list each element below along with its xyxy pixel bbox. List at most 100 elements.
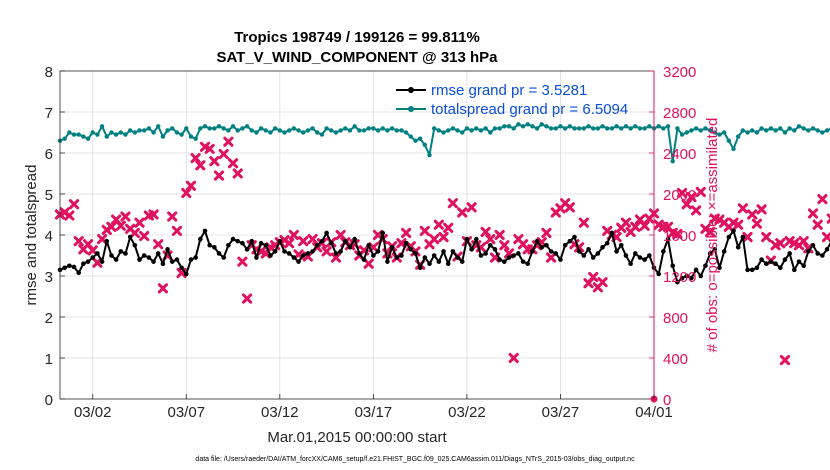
rmse-point	[445, 261, 451, 267]
totalspread-point	[90, 130, 95, 135]
totalspread-point	[385, 128, 390, 133]
rmse-point	[230, 236, 236, 242]
obs-assimilated-marker	[401, 227, 412, 239]
obs-assimilated-marker	[232, 168, 243, 179]
obs-assimilated-marker	[578, 217, 589, 228]
x-axis-label: Mar.01,2015 00:00:00 start	[267, 429, 447, 446]
rmse-point	[296, 259, 301, 264]
totalspread-point	[403, 130, 409, 135]
obs-assimilated-marker	[564, 202, 575, 213]
totalspread-point	[230, 124, 236, 129]
rmse-point	[361, 257, 367, 262]
rmse-point	[567, 238, 573, 244]
obs-assimilated-marker	[494, 229, 505, 241]
left-tick-label: 1	[45, 351, 53, 368]
totalspread-point	[619, 126, 624, 131]
rmse-point	[300, 253, 306, 258]
totalspread-point	[315, 130, 320, 135]
legend: rmse grand pr = 3.5281 totalspread grand …	[396, 82, 628, 118]
left-y-axis-label: rmse and totalspread	[23, 165, 40, 306]
rmse-point	[754, 265, 760, 271]
obs-assimilated-marker	[241, 293, 253, 304]
rmse-point	[665, 236, 671, 242]
totalspread-point	[553, 126, 558, 131]
obs-assimilated-marker	[821, 231, 830, 243]
totalspread-point	[675, 126, 680, 131]
rmse-point	[403, 240, 409, 246]
rmse-point	[95, 251, 100, 256]
rmse-point	[165, 247, 170, 252]
rmse-point	[749, 267, 755, 273]
right-y-axis-label: # of obs: o=possible; ×=assimilated	[704, 118, 721, 353]
obs-assimilated-marker	[639, 220, 650, 231]
data-file-footer: data file: /Users/raeder/DAI/ATM_forcXX/…	[195, 456, 635, 463]
totalspread-point	[212, 126, 217, 131]
totalspread-point	[268, 130, 273, 135]
totalspread-point	[492, 126, 498, 131]
totalspread-point	[483, 126, 488, 131]
rmse-point	[352, 236, 357, 242]
totalspread-point	[464, 126, 470, 131]
rmse-point	[62, 265, 67, 271]
rmse-point	[497, 257, 502, 262]
totalspread-point	[286, 128, 292, 133]
obs-assimilated-marker	[443, 222, 454, 233]
totalspread-point	[207, 126, 212, 131]
rmse-point	[675, 279, 680, 285]
totalspread-point	[427, 152, 432, 158]
obs-assimilated-marker	[747, 209, 758, 220]
rmse-point	[371, 253, 376, 258]
rmse-point	[637, 255, 643, 260]
totalspread-point	[67, 130, 72, 135]
totalspread-point	[511, 126, 516, 131]
totalspread-point	[488, 130, 493, 135]
rmse-point	[801, 263, 806, 269]
rmse-point	[614, 249, 619, 254]
rmse-point	[815, 251, 821, 256]
rmse-point	[628, 261, 633, 267]
rmse-point	[530, 249, 535, 254]
obs-assimilated-marker	[148, 209, 159, 220]
obs-assimilated-marker	[438, 231, 449, 243]
totalspread-point	[661, 126, 666, 131]
rmse-point	[609, 230, 615, 236]
rmse-point	[806, 249, 811, 254]
rmse-point	[343, 238, 348, 244]
totalspread-point	[460, 130, 465, 135]
x-tick-label: 03/17	[355, 404, 393, 421]
totalspread-point	[380, 126, 385, 131]
totalspread-point	[371, 126, 376, 131]
obs-assimilated-marker	[826, 213, 830, 224]
obs-assimilated-marker	[213, 170, 225, 181]
obs-assimilated-marker	[541, 227, 552, 239]
obs-assimilated-marker	[195, 160, 206, 171]
rmse-point	[263, 242, 269, 248]
totalspread-point	[347, 128, 353, 133]
totalspread-point	[165, 128, 170, 133]
rmse-point	[216, 251, 222, 256]
totalspread-point	[796, 124, 802, 129]
totalspread-point	[319, 132, 325, 137]
rmse-point	[291, 255, 297, 260]
rmse-point	[328, 240, 334, 246]
totalspread-point	[441, 130, 446, 135]
rmse-point	[768, 259, 774, 264]
rmse-point	[366, 242, 371, 248]
totalspread-point	[389, 126, 395, 131]
rmse-point	[81, 261, 86, 267]
rmse-point	[558, 257, 563, 262]
obs-assimilated-marker	[588, 271, 599, 283]
rmse-point	[408, 247, 414, 252]
obs-assimilated-marker	[134, 217, 145, 228]
totalspread-point	[633, 124, 638, 129]
rmse-point	[226, 242, 231, 248]
rmse-point	[319, 238, 325, 244]
rmse-point	[576, 249, 582, 254]
totalspread-point	[118, 130, 124, 135]
rmse-point	[782, 257, 788, 262]
rmse-point	[600, 245, 605, 250]
totalspread-point	[277, 128, 283, 133]
totalspread-point	[670, 159, 675, 164]
totalspread-point	[478, 128, 484, 133]
rmse-point	[632, 251, 638, 256]
